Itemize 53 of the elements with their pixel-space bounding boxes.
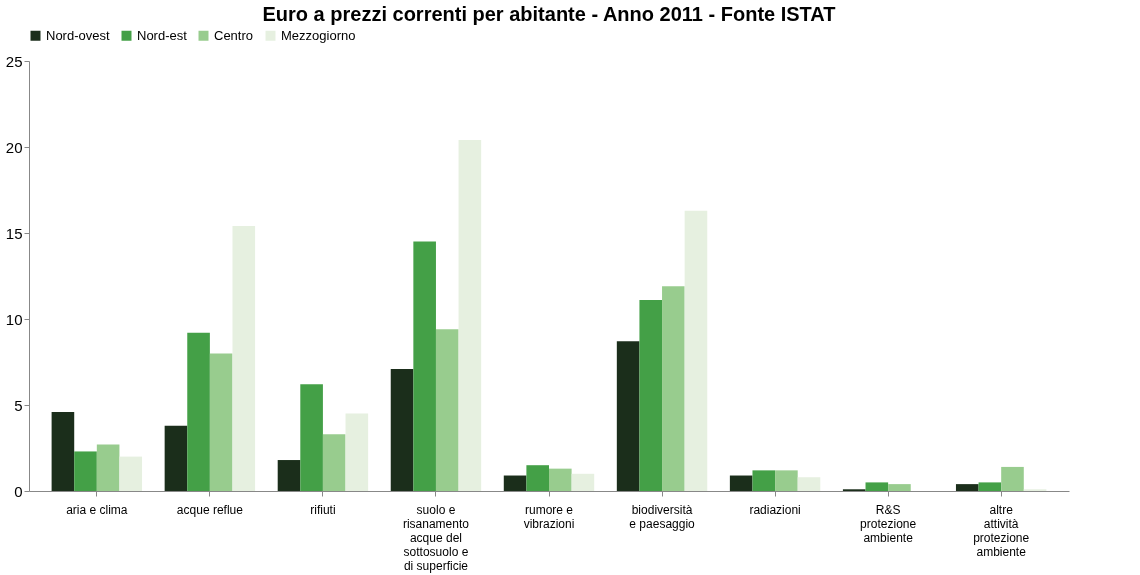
y-tick-label: 0 <box>14 482 23 500</box>
bar <box>775 470 798 491</box>
legend-label: Mezzogiorno <box>281 27 356 43</box>
bar <box>616 341 640 491</box>
x-tick-label: altre attività protezione ambiente <box>973 502 1030 559</box>
x-tick-label: aria e clima <box>66 502 128 517</box>
x-tick-label: radiazioni <box>749 502 801 517</box>
bar <box>300 384 323 491</box>
y-tick-label: 15 <box>5 224 23 242</box>
bar <box>51 411 75 491</box>
y-tick-label: 10 <box>5 310 23 328</box>
bar <box>413 241 436 491</box>
bar <box>888 484 911 491</box>
bar <box>526 465 549 491</box>
bar <box>435 329 459 491</box>
chart-title: Euro a prezzi correnti per abitante - Anno 2011 - Fonte ISTAT <box>262 3 836 25</box>
bar <box>571 473 595 491</box>
y-tick-label: 20 <box>5 138 23 156</box>
bar <box>345 413 369 491</box>
legend-label: Centro <box>214 27 254 43</box>
bar <box>978 482 1002 491</box>
x-tick-label: biodiversità e paesaggio <box>629 502 696 531</box>
x-tick-label: rifiuti <box>310 502 336 517</box>
bar <box>390 368 414 491</box>
bar <box>1001 466 1024 491</box>
bar <box>503 475 527 491</box>
bar <box>164 425 188 491</box>
bar <box>662 286 685 491</box>
bar <box>752 470 776 491</box>
legend-label: Nord-ovest <box>46 27 110 43</box>
bar <box>549 468 572 491</box>
bar <box>458 140 482 491</box>
bar <box>322 434 346 491</box>
x-tick-label: suolo e risanamento acque del sottosuolo e di superficie <box>402 502 470 573</box>
bar <box>74 451 97 491</box>
x-tick-label: acque reflue <box>176 502 244 517</box>
y-tick-label: 5 <box>14 396 23 414</box>
bar <box>96 444 120 491</box>
bar <box>729 475 753 491</box>
bar <box>119 456 143 491</box>
bar <box>865 482 889 491</box>
legend-label: Nord-est <box>137 27 188 43</box>
y-tick-label: 25 <box>5 52 23 70</box>
bar <box>209 353 233 491</box>
bar <box>955 484 979 491</box>
x-tick-label: R&S protezione ambiente <box>860 502 917 545</box>
bar <box>187 332 210 491</box>
bar <box>232 226 256 491</box>
bar <box>639 300 663 491</box>
bar <box>797 477 821 491</box>
bar <box>684 210 708 491</box>
bar <box>277 460 301 491</box>
x-tick-label: rumore e vibrazioni <box>523 502 575 531</box>
